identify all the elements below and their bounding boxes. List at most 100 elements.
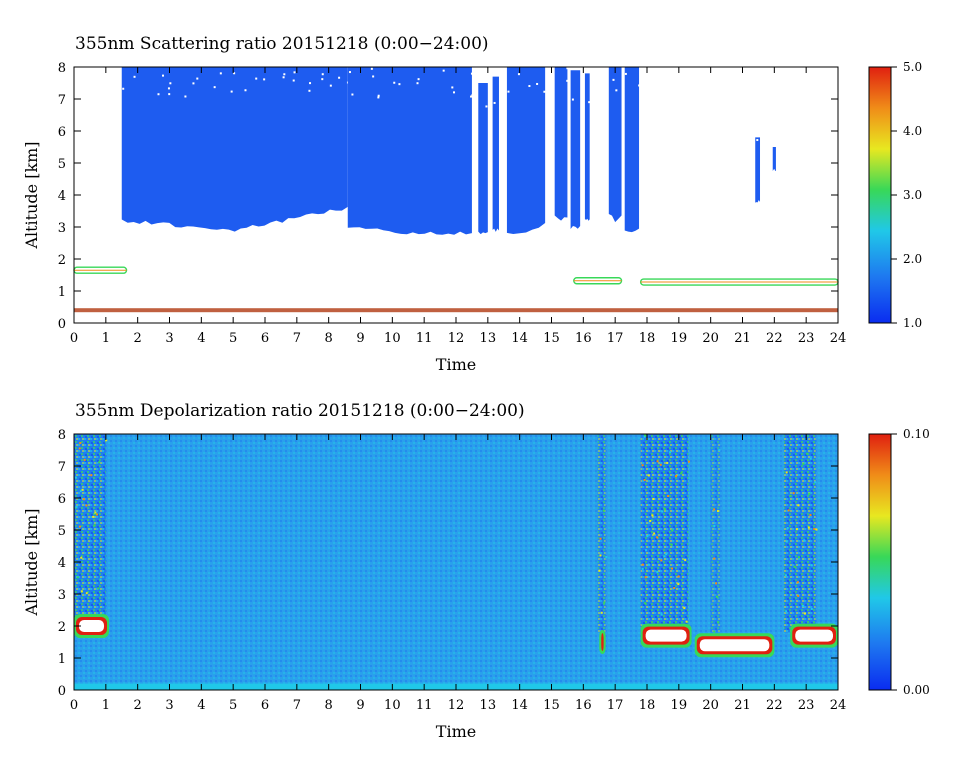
speckle (372, 75, 375, 78)
y-tick-label: 1 (58, 652, 66, 667)
x-tick-label: 4 (197, 331, 205, 346)
speckle (795, 528, 798, 531)
speckle (615, 89, 618, 92)
speckle (663, 555, 666, 558)
speckle (93, 524, 96, 527)
speckle (321, 78, 324, 81)
speckle (713, 630, 716, 633)
y-tick-label: 2 (58, 620, 66, 635)
speckle (79, 441, 82, 444)
depol-core (645, 629, 687, 642)
speckle (78, 447, 81, 450)
speckle (716, 595, 719, 598)
speckle (417, 78, 420, 81)
x-tick-label: 2 (134, 331, 142, 346)
speckle (797, 556, 800, 559)
speckle (83, 458, 86, 461)
x-tick-label: 21 (734, 698, 751, 713)
colorbar-tick-label: 2.0 (903, 252, 922, 266)
colorbar-tick-label: 0.00 (903, 683, 930, 697)
y-tick-label: 1 (58, 285, 66, 300)
x-tick-label: 12 (448, 698, 465, 713)
x-tick-label: 1 (102, 331, 110, 346)
x-tick-label: 19 (671, 698, 688, 713)
speckle (644, 602, 647, 605)
speckle (641, 464, 644, 467)
x-tick-label: 13 (480, 698, 497, 713)
cloud-region (121, 67, 348, 232)
x-tick-label: 5 (229, 698, 237, 713)
speckle (133, 75, 136, 78)
x-tick-label: 16 (575, 698, 592, 713)
x-axis: 0 1 2 3 4 5 6 7 8 9 10 11 12 13 14 15 16 17 18 19 20 21 22 23 24 (70, 67, 846, 346)
y-tick-label: 8 (58, 61, 66, 76)
speckle (470, 72, 473, 75)
cloud-region (478, 83, 488, 235)
speckle (671, 529, 674, 532)
y-tick-label: 5 (58, 157, 66, 172)
x-tick-label: 21 (734, 331, 751, 346)
speckle (793, 565, 796, 568)
colorbar-tick-label: 3.0 (903, 188, 922, 202)
y-tick-label: 4 (58, 189, 66, 204)
x-tick-label: 7 (293, 698, 301, 713)
noisy-column (74, 434, 106, 633)
speckle (571, 98, 574, 101)
speckle (713, 525, 716, 528)
speckle (713, 557, 716, 560)
x-tick-label: 16 (575, 331, 592, 346)
speckle (652, 498, 655, 501)
speckle (677, 583, 680, 586)
speckle (80, 556, 83, 559)
x-tick-label: 24 (830, 331, 847, 346)
speckle (213, 86, 216, 89)
x-tick-label: 3 (165, 331, 173, 346)
y-tick-label: 3 (58, 221, 66, 236)
cloud-region (492, 76, 499, 232)
cloud-region (347, 67, 472, 235)
x-tick-label: 15 (543, 331, 560, 346)
speckle (670, 543, 673, 546)
speckle (528, 85, 531, 88)
speckle (80, 590, 83, 593)
speckle (600, 611, 603, 614)
depol-core (699, 639, 770, 652)
x-tick-label: 5 (229, 331, 237, 346)
speckle (244, 89, 247, 92)
speckle (471, 94, 474, 97)
speckle (493, 101, 496, 104)
x-axis-label: Time (436, 355, 476, 374)
speckle (517, 73, 520, 76)
colorbar-ticks: 1.0 2.0 3.0 4.0 5.0 (891, 60, 922, 330)
speckle (470, 95, 473, 98)
speckle (76, 576, 79, 579)
speckle (398, 83, 401, 86)
speckle (669, 451, 672, 454)
y-axis: 0 1 2 3 4 5 6 7 8 (58, 61, 838, 332)
speckle (192, 82, 195, 85)
speckle (675, 475, 678, 478)
speckle (485, 105, 488, 108)
colorbar-ticks: 0.00 0.10 (891, 427, 930, 697)
speckle (656, 570, 659, 573)
x-tick-label: 20 (702, 331, 719, 346)
speckle (612, 78, 615, 81)
x-tick-label: 7 (293, 331, 301, 346)
speckle (105, 439, 108, 442)
speckle (810, 607, 813, 610)
speckle (393, 81, 396, 84)
speckle (806, 452, 809, 455)
x-tick-label: 14 (511, 331, 528, 346)
speckle (90, 474, 93, 477)
speckle (599, 537, 602, 540)
speckle (169, 82, 172, 85)
plot-area (73, 66, 839, 324)
speckle (348, 71, 351, 74)
depol-edge (601, 633, 604, 651)
y-tick-label: 6 (58, 125, 66, 140)
colorbar-tick-label: 5.0 (903, 60, 922, 74)
cloud-region (506, 67, 546, 234)
speckle (507, 90, 510, 93)
speckle (671, 567, 674, 570)
